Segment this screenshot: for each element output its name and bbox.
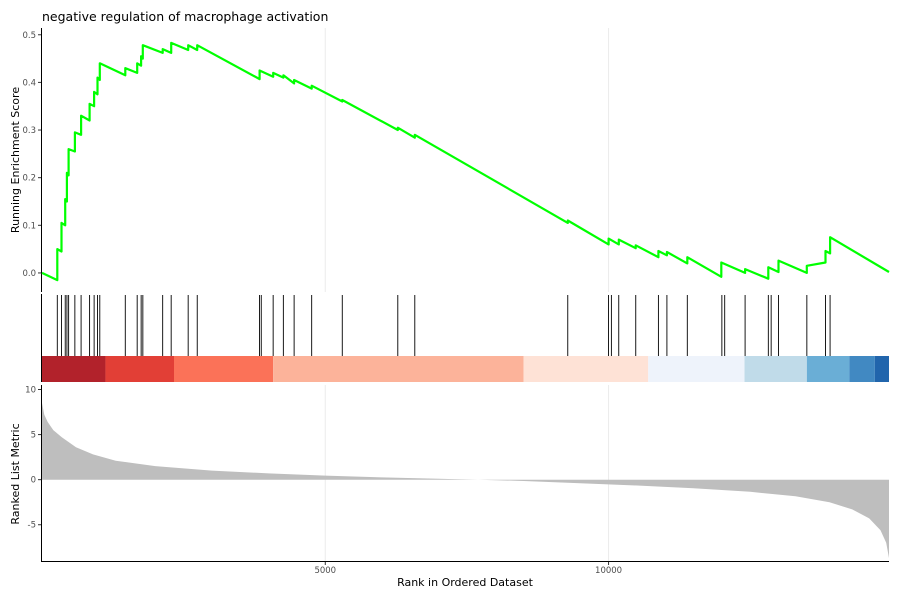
color-band — [648, 356, 745, 382]
y-tick-label: 0.2 — [22, 174, 36, 184]
y-tick-label: 10 — [25, 386, 36, 396]
y-tick-label: 0.1 — [22, 221, 36, 231]
plot-title: negative regulation of macrophage activa… — [42, 9, 328, 24]
ranked-metric-gridlines — [324, 385, 610, 561]
y-tick-label: 5 — [31, 431, 36, 441]
color-band — [273, 356, 524, 382]
gene-hits-panel — [41, 294, 889, 382]
y-tick-label: 0.5 — [22, 31, 36, 41]
y-tick-label: 0.4 — [22, 78, 36, 88]
ranked-metric-area — [42, 403, 889, 559]
x-axis-ticks: 5000 10000 — [314, 562, 622, 576]
running-score-line — [41, 41, 890, 282]
running-score-y-ticks: 0.0 0.1 0.2 0.3 0.4 0.5 — [22, 31, 41, 279]
color-band — [849, 356, 875, 382]
running-score-y-axis-title: Running Enrichment Score — [9, 87, 22, 233]
color-band — [806, 356, 850, 382]
color-band — [744, 356, 807, 382]
color-band — [105, 356, 175, 382]
y-tick-label: 0.0 — [22, 269, 36, 279]
x-tick-label: 5000 — [314, 566, 336, 576]
color-band — [174, 356, 274, 382]
y-tick-label: 0.3 — [22, 126, 36, 136]
ranked-metric-y-ticks: -5 0 5 10 — [25, 386, 41, 531]
color-band — [874, 356, 889, 382]
rank-color-bar — [42, 356, 889, 382]
y-tick-label: -5 — [28, 521, 36, 531]
gene-hit-lines — [56, 295, 831, 356]
x-axis-title: Rank in Ordered Dataset — [397, 576, 534, 589]
x-tick-label: 10000 — [595, 566, 622, 576]
ranked-metric-y-axis-title: Ranked List Metric — [9, 423, 22, 524]
ranked-metric-panel: -5 0 5 10 5000 10000 Ranked List Metric Rank… — [9, 385, 889, 589]
color-band — [523, 356, 649, 382]
running-score-gridlines — [324, 28, 610, 292]
y-tick-label: 0 — [31, 476, 36, 486]
running-score-panel: 0.0 0.1 0.2 0.3 0.4 0.5 Running Enrichment Sc… — [9, 28, 890, 292]
color-band — [42, 356, 106, 382]
